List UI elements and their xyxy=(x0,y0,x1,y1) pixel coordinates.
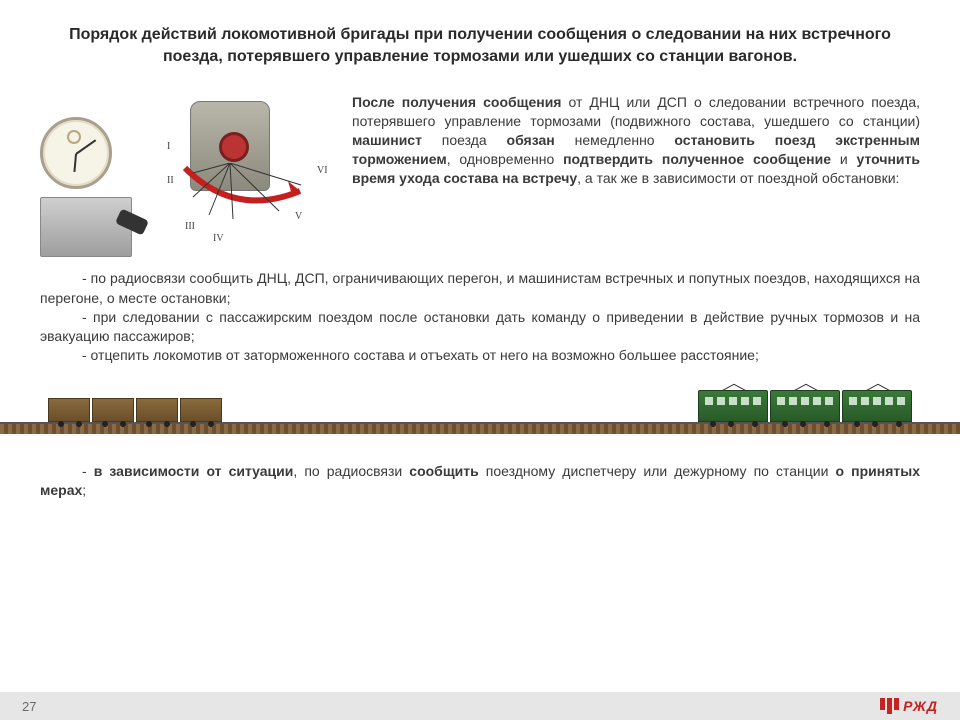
intro-t2: поезда xyxy=(422,132,507,148)
bullet-2: - при следовании с пассажирским поездом … xyxy=(40,308,920,347)
bullet-list: - по радиосвязи сообщить ДНЦ, ДСП, огран… xyxy=(40,269,920,366)
intro-t3: немедленно xyxy=(555,132,675,148)
intro-paragraph: После получения сообщения от ДНЦ или ДСП… xyxy=(352,93,920,187)
freight-wagons-icon xyxy=(48,398,222,422)
radio-handset-icon xyxy=(40,197,132,257)
after-b1: в зависимости от ситуации xyxy=(94,463,294,479)
illustration-cluster: I II III IV V VI xyxy=(40,93,340,263)
bullet-1: - по радиосвязи сообщить ДНЦ, ДСП, огран… xyxy=(40,269,920,308)
after-b2: сообщить xyxy=(409,463,478,479)
bullet-3: - отцепить локомотив от заторможенного с… xyxy=(40,346,920,365)
after-paragraph: - в зависимости от ситуации, по радиосвя… xyxy=(40,462,920,501)
intro-row: I II III IV V VI После получения сообщен… xyxy=(40,93,920,263)
locomotives-icon xyxy=(698,390,912,422)
track-illustration xyxy=(40,380,920,446)
intro-t4: , одновременно xyxy=(447,151,563,167)
brake-controller-icon: I II III IV V VI xyxy=(145,93,315,243)
dial-pos-4: IV xyxy=(213,233,224,244)
intro-t5: и xyxy=(831,151,857,167)
dial-pos-5: V xyxy=(295,211,302,222)
after-pre: - xyxy=(82,463,94,479)
logo-text: РЖД xyxy=(903,698,938,714)
dial-pos-1: I xyxy=(167,141,170,152)
intro-b2: машинист xyxy=(352,132,422,148)
intro-b3: обязан xyxy=(507,132,555,148)
footer: 27 РЖД xyxy=(0,692,960,720)
intro-lead: После получения сообщения xyxy=(352,94,561,110)
intro-b5: подтвердить полученное сообщение xyxy=(563,151,831,167)
dial-pos-3: III xyxy=(185,221,195,232)
page-title: Порядок действий локомотивной бригады пр… xyxy=(40,24,920,67)
after-mid2: поездному диспетчеру или дежурному по ст… xyxy=(479,463,836,479)
logo-bars-icon xyxy=(880,698,899,714)
after-end: ; xyxy=(82,482,86,498)
pocket-watch-icon xyxy=(40,117,112,189)
after-mid: , по радиосвязи xyxy=(293,463,409,479)
dial-pos-2: II xyxy=(167,175,174,186)
dial-pos-6: VI xyxy=(317,165,328,176)
page-number: 27 xyxy=(22,699,36,714)
intro-t6: , а так же в зависимости от поездной обс… xyxy=(577,170,899,186)
arrow-icon xyxy=(175,163,315,223)
rzd-logo: РЖД xyxy=(880,698,938,714)
